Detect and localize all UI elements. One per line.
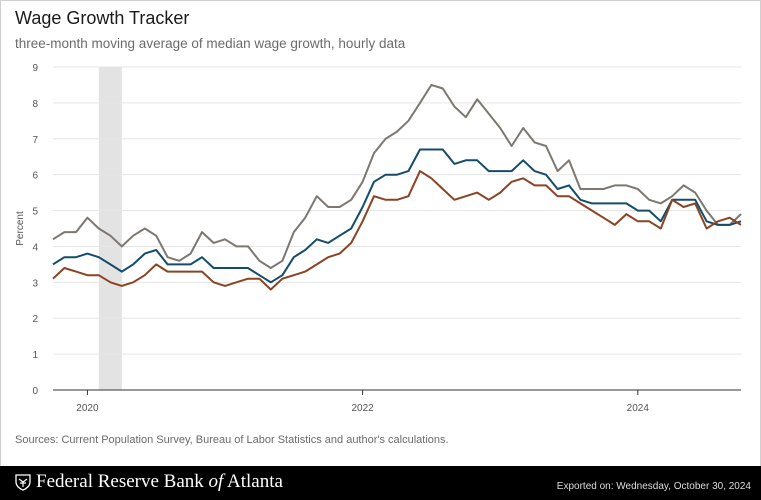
y-tick-label-0: 0 xyxy=(32,386,38,397)
y-tick-label-9: 9 xyxy=(32,63,38,74)
series-line-0 xyxy=(52,83,742,269)
y-tick-label-3: 3 xyxy=(32,278,38,289)
x-tick-label-2022: 2022 xyxy=(351,403,374,414)
footer-bar: Federal Reserve Bank of Atlanta Exported… xyxy=(0,466,761,500)
recession-shade-0 xyxy=(98,67,122,390)
chart-title: Wage Growth Tracker xyxy=(15,8,190,28)
series-line-1 xyxy=(52,148,742,284)
y-tick-label-1: 1 xyxy=(32,350,38,361)
series-line-2 xyxy=(52,170,742,291)
x-tick-label-2020: 2020 xyxy=(76,403,99,414)
y-tick-label-2: 2 xyxy=(32,314,38,325)
source-note: Sources: Current Population Survey, Bure… xyxy=(15,434,449,446)
y-tick-label-8: 8 xyxy=(32,99,38,110)
brand-pre: Federal Reserve Bank xyxy=(36,471,209,492)
y-tick-label-4: 4 xyxy=(32,242,38,253)
fed-atlanta-logo: Federal Reserve Bank of Atlanta xyxy=(36,471,283,493)
eagle-seal-icon xyxy=(15,474,31,491)
export-date: Exported on: Wednesday, October 30, 2024 xyxy=(556,481,751,492)
wage-growth-chart: 0 1 2 3 4 5 6 7 8 9 2020 2022 2024 Percent xyxy=(15,63,742,414)
chart-subtitle: three-month moving average of median wag… xyxy=(15,36,406,51)
x-tick-label-2024: 2024 xyxy=(627,403,650,414)
brand-post: Atlanta xyxy=(223,471,283,492)
y-tick-label-7: 7 xyxy=(32,135,38,146)
y-tick-label-5: 5 xyxy=(32,207,38,218)
y-tick-label-6: 6 xyxy=(32,171,38,182)
brand-of: of xyxy=(208,471,224,492)
y-axis-label: Percent xyxy=(15,211,26,246)
